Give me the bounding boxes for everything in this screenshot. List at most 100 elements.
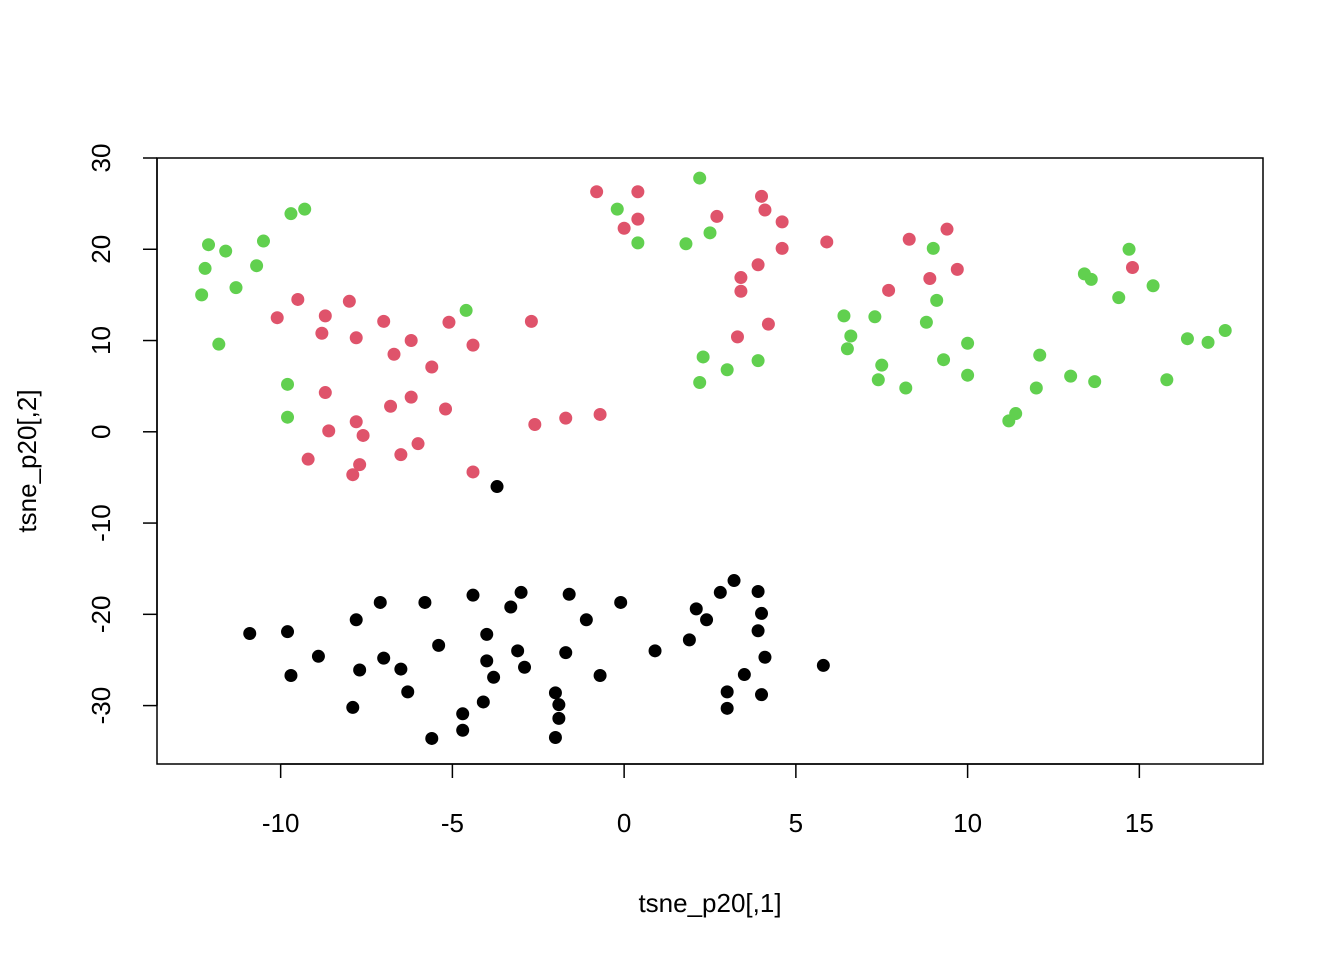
data-point	[751, 624, 765, 638]
data-point	[693, 171, 707, 185]
data-point	[281, 410, 295, 424]
data-point	[524, 314, 538, 328]
data-point	[466, 465, 480, 479]
data-point	[1201, 335, 1215, 349]
data-point	[1112, 291, 1126, 305]
data-point	[1122, 242, 1136, 256]
y-axis-label: tsne_p20[,2]	[12, 389, 42, 532]
data-point	[387, 347, 401, 361]
data-point	[775, 241, 789, 255]
data-point	[961, 336, 975, 350]
data-point	[404, 334, 418, 348]
data-point	[476, 695, 490, 709]
data-point	[737, 668, 751, 682]
data-point	[548, 731, 562, 745]
data-point	[487, 670, 501, 684]
x-tick-label: -10	[262, 808, 300, 838]
data-point	[923, 271, 937, 285]
data-point	[384, 399, 398, 413]
data-point	[346, 700, 360, 714]
data-point	[377, 651, 391, 665]
y-tick-label: 30	[86, 144, 116, 173]
data-point	[775, 215, 789, 229]
data-point	[466, 588, 480, 602]
data-point	[342, 294, 356, 308]
data-point	[758, 203, 772, 217]
data-point	[466, 338, 480, 352]
data-point	[930, 293, 944, 307]
plot-frame	[156, 157, 1264, 765]
series-3	[195, 171, 1232, 428]
data-point	[734, 284, 748, 298]
data-point	[1088, 375, 1102, 389]
data-point	[751, 585, 765, 599]
data-point	[940, 222, 954, 236]
data-point	[1180, 332, 1194, 346]
data-point	[961, 368, 975, 382]
data-point	[1146, 279, 1160, 293]
data-point	[311, 649, 325, 663]
data-point	[442, 315, 456, 329]
data-point	[837, 309, 851, 323]
data-point	[590, 185, 604, 199]
data-point	[593, 668, 607, 682]
data-point	[284, 668, 298, 682]
data-point	[511, 644, 525, 658]
data-point	[648, 644, 662, 658]
data-point	[356, 428, 370, 442]
data-point	[875, 358, 889, 372]
data-point	[418, 595, 432, 609]
data-point	[346, 468, 360, 482]
data-point	[720, 685, 734, 699]
data-point	[682, 633, 696, 647]
data-point	[734, 271, 748, 285]
data-point	[212, 337, 226, 351]
data-point	[614, 595, 628, 609]
data-point	[353, 663, 367, 677]
data-point	[751, 258, 765, 272]
x-axis-label: tsne_p20[,1]	[638, 888, 781, 918]
data-point	[552, 698, 566, 712]
x-tick-label: 0	[617, 808, 631, 838]
data-point	[504, 600, 518, 614]
data-point	[377, 314, 391, 328]
y-axis: -30 -20 -10 0 10 20 30	[86, 144, 158, 724]
data-point	[1009, 407, 1023, 421]
x-tick-label: 15	[1125, 808, 1154, 838]
data-point	[1029, 381, 1043, 395]
data-point	[1125, 261, 1139, 275]
data-point	[480, 627, 494, 641]
data-points	[195, 171, 1232, 745]
data-point	[871, 373, 885, 387]
data-point	[349, 331, 363, 345]
data-point	[593, 407, 607, 421]
data-point	[713, 585, 727, 599]
data-point	[270, 311, 284, 325]
data-point	[755, 189, 769, 203]
data-point	[528, 417, 542, 431]
data-point	[937, 353, 951, 367]
data-point	[432, 638, 446, 652]
data-point	[281, 625, 295, 639]
data-point	[710, 209, 724, 223]
data-point	[559, 646, 573, 660]
data-point	[899, 381, 913, 395]
data-point	[1218, 323, 1232, 337]
data-point	[349, 415, 363, 429]
data-point	[679, 237, 693, 251]
series-2	[270, 185, 1139, 482]
data-point	[459, 303, 473, 317]
series-1	[243, 480, 830, 745]
data-point	[394, 448, 408, 462]
data-point	[1160, 373, 1174, 387]
data-point	[548, 686, 562, 700]
data-point	[579, 613, 593, 627]
data-point	[730, 330, 744, 344]
data-point	[840, 342, 854, 356]
data-point	[631, 212, 645, 226]
data-point	[401, 685, 415, 699]
data-point	[284, 207, 298, 221]
data-point	[562, 587, 576, 601]
data-point	[490, 480, 504, 494]
